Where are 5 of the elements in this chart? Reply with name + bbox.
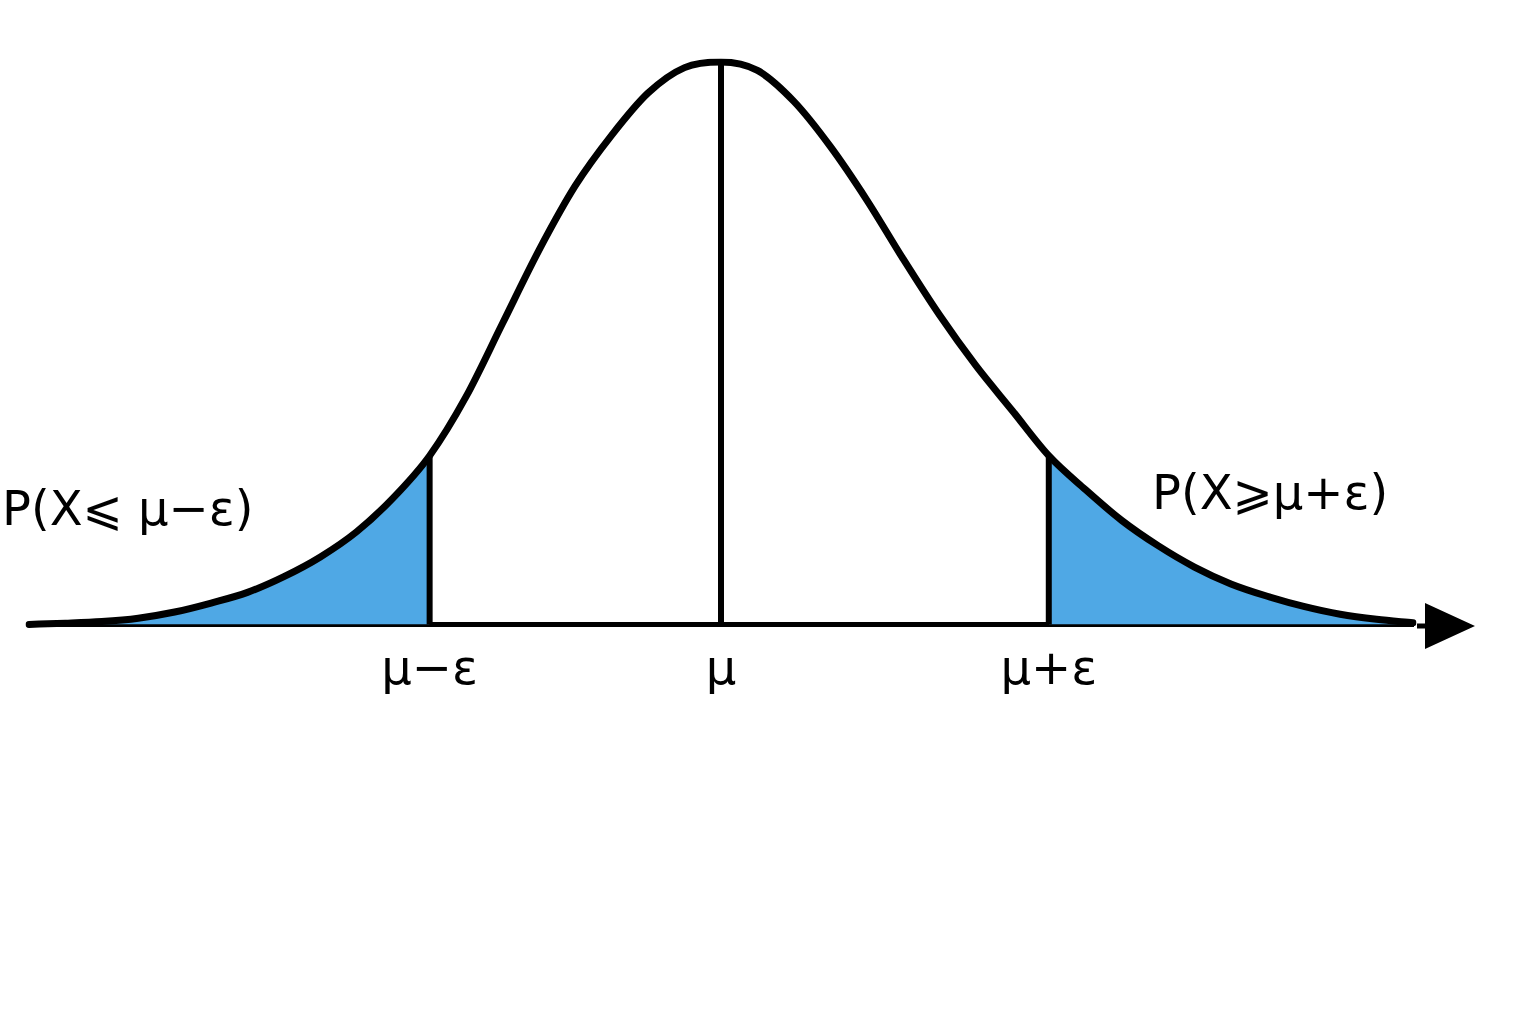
- x-tick-label: μ+ε: [1000, 638, 1098, 695]
- annotation: P(X⩽ μ−ε): [2, 479, 254, 536]
- x-tick-label: μ: [705, 638, 737, 695]
- x-tick-label: μ−ε: [381, 638, 478, 695]
- annotation: P(X⩾μ+ε): [1152, 463, 1389, 520]
